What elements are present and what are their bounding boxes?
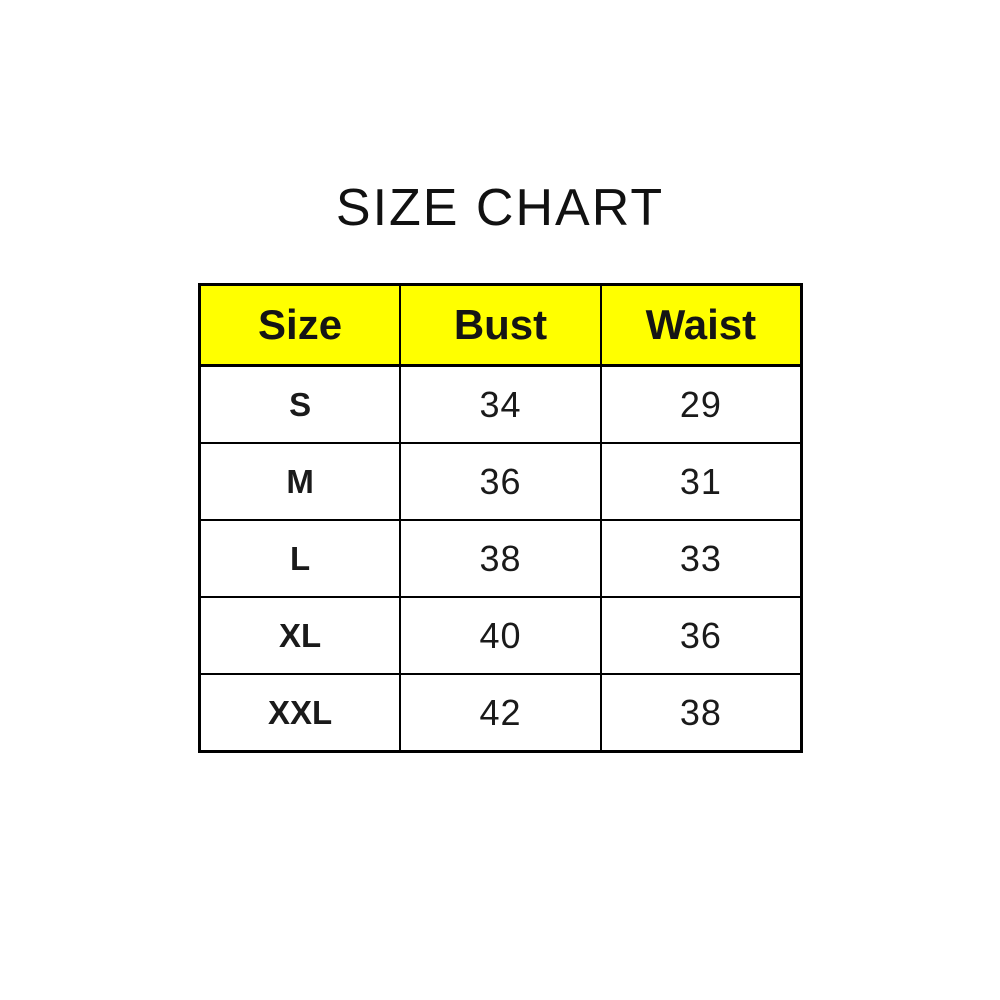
table-header: Size Bust Waist (198, 283, 803, 367)
header-cell-size: Size (198, 283, 402, 367)
cell-waist-xl: 36 (599, 596, 803, 675)
table-body: S 34 29 M 36 31 L 38 33 XL 40 36 XXL 42 (198, 364, 803, 753)
cell-bust-xl: 40 (399, 596, 602, 675)
cell-size-l: L (198, 519, 402, 598)
header-cell-bust: Bust (399, 283, 602, 367)
cell-bust-xxl: 42 (399, 673, 602, 753)
cell-size-s: S (198, 364, 402, 444)
cell-bust-s: 34 (399, 364, 602, 444)
header-cell-waist: Waist (599, 283, 803, 367)
page-title: SIZE CHART (335, 179, 665, 237)
table-header-row: Size Bust Waist (198, 283, 803, 367)
cell-size-m: M (198, 442, 402, 521)
table-row: XL 40 36 (198, 596, 803, 675)
cell-waist-s: 29 (599, 364, 803, 444)
cell-size-xl: XL (198, 596, 402, 675)
cell-waist-xxl: 38 (599, 673, 803, 753)
cell-waist-m: 31 (599, 442, 803, 521)
cell-waist-l: 33 (599, 519, 803, 598)
table-row: S 34 29 (198, 364, 803, 444)
cell-bust-m: 36 (399, 442, 602, 521)
table-row: L 38 33 (198, 519, 803, 598)
size-chart-table: Size Bust Waist S 34 29 M 36 31 L 38 33 (198, 283, 803, 753)
table-row: M 36 31 (198, 442, 803, 521)
cell-bust-l: 38 (399, 519, 602, 598)
table-row: XXL 42 38 (198, 673, 803, 753)
cell-size-xxl: XXL (198, 673, 402, 753)
